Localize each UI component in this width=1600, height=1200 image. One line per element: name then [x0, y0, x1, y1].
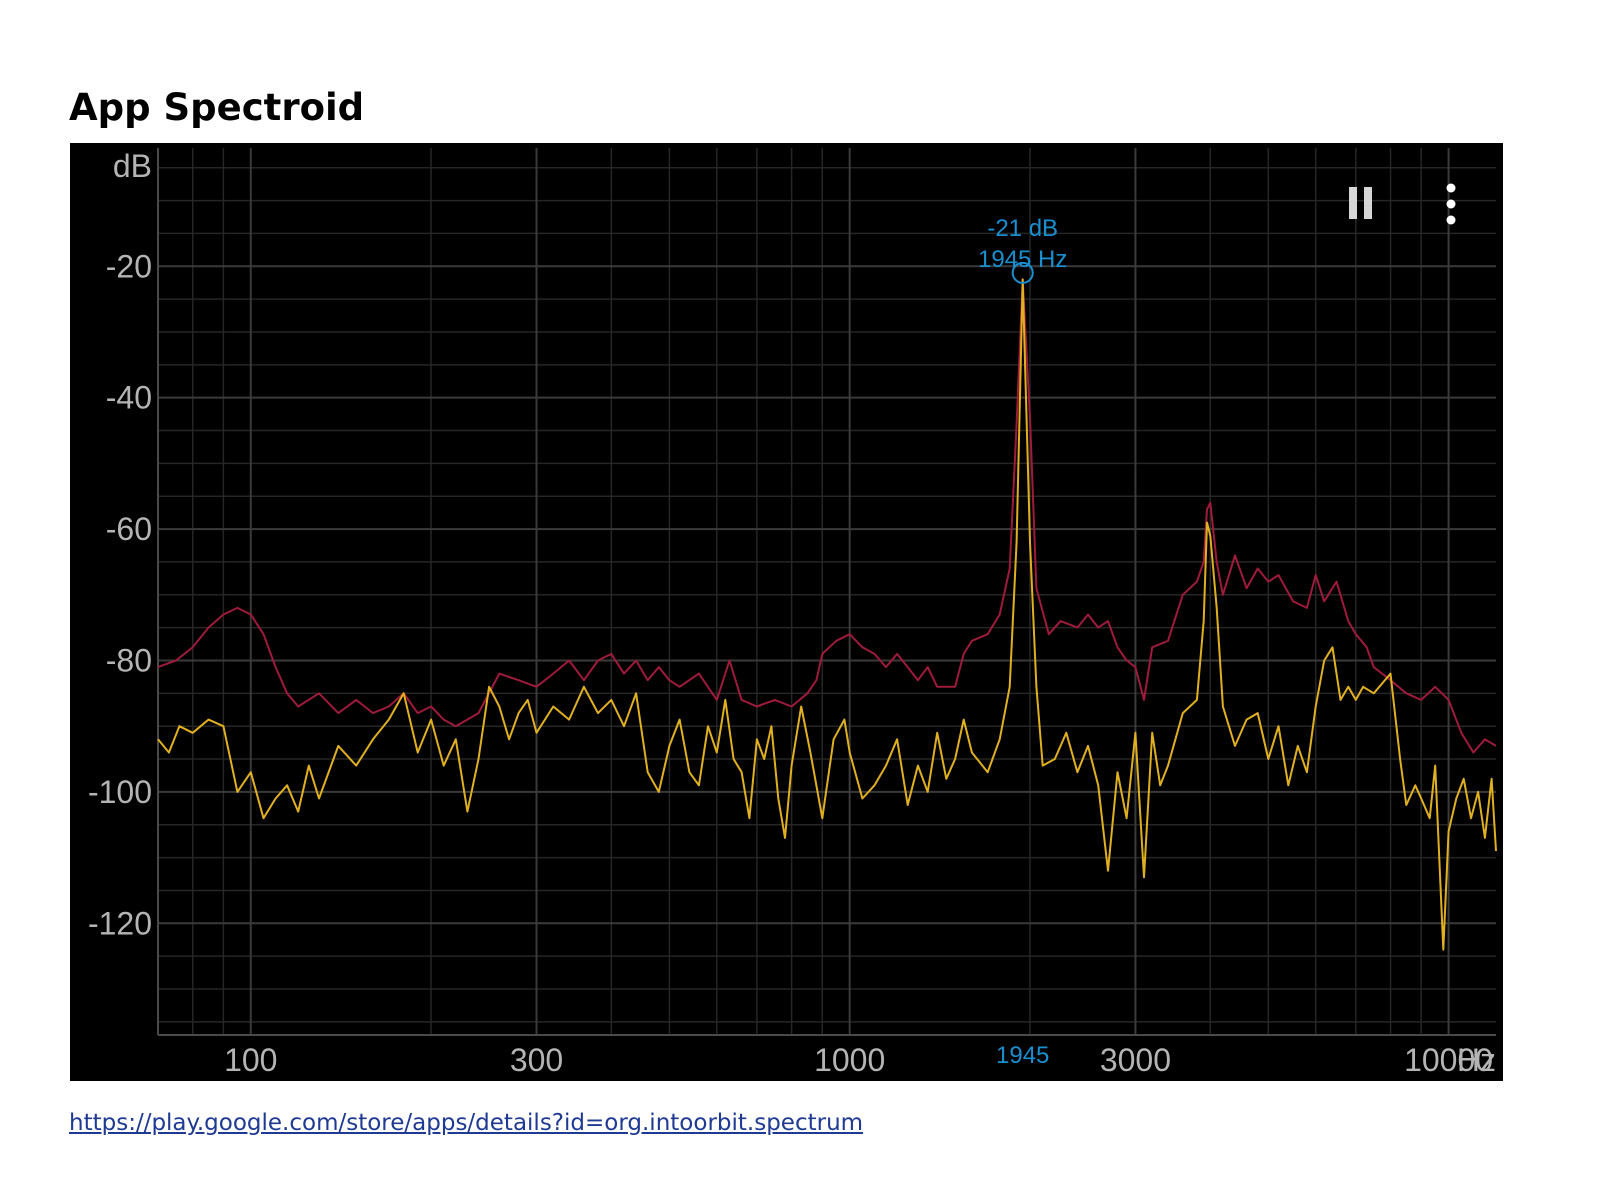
more-options-button[interactable] [1446, 183, 1456, 225]
peak-hold-series-line [157, 278, 1497, 754]
spectrum-chart: -21 dB 1945 Hz 1945 -20 -40 -60 -80 -100 -120 10… [70, 143, 1503, 1081]
page-title: App Spectroid [69, 86, 365, 129]
y-tick-label: -40 [106, 380, 152, 416]
y-tick-label: -100 [88, 774, 152, 810]
more-vert-icon [1446, 183, 1456, 225]
x-tick-label: 3000 [1100, 1042, 1171, 1078]
y-tick-label: -80 [106, 642, 152, 678]
x-tick-label: 1000 [814, 1042, 885, 1078]
peak-frequency-label: 1945 Hz [978, 246, 1067, 273]
y-axis-unit-label: dB [113, 148, 152, 184]
pause-icon [1349, 187, 1372, 219]
spectrum-analyzer-screen: -21 dB 1945 Hz 1945 -20 -40 -60 -80 -100 -120 10… [70, 143, 1503, 1081]
x-tick-label: 10000 [1404, 1042, 1493, 1078]
x-tick-label: 300 [510, 1042, 563, 1078]
y-tick-label: -20 [106, 248, 152, 284]
y-tick-label: -60 [106, 511, 152, 547]
peak-axis-label: 1945 [996, 1042, 1049, 1069]
pause-button[interactable] [1349, 187, 1372, 219]
peak-level-label: -21 dB [987, 215, 1058, 242]
peak-marker-circle [1011, 261, 1034, 284]
x-axis-unit-label: Hz [1457, 1042, 1496, 1078]
source-link[interactable]: https://play.google.com/store/apps/detai… [69, 1110, 864, 1136]
x-tick-label: 100 [224, 1042, 277, 1078]
y-tick-label: -120 [88, 905, 152, 941]
spectrum-series-line [157, 278, 1497, 951]
